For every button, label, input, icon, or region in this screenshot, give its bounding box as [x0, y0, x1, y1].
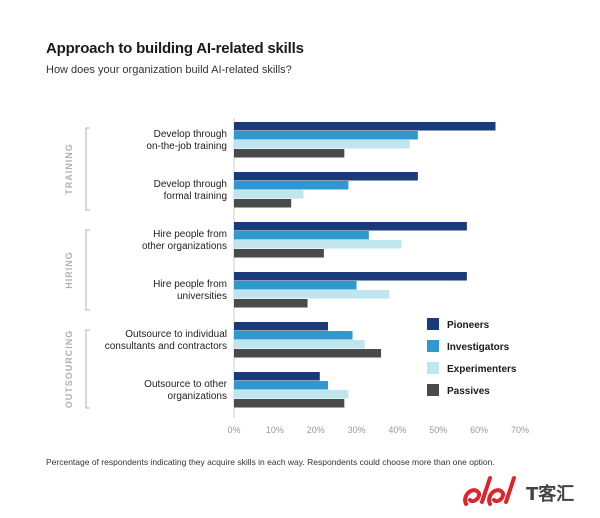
bar-investigators-2	[234, 231, 369, 240]
category-label-3: Hire people from universities	[153, 279, 227, 302]
bar-investigators-3	[234, 281, 357, 290]
bar-investigators-5	[234, 381, 328, 390]
x-tick-label-10: 10%	[266, 425, 284, 435]
bar-investigators-0	[234, 131, 418, 140]
bar-pioneers-1	[234, 172, 418, 181]
x-tick-label-30: 30%	[348, 425, 366, 435]
bar-experimenters-5	[234, 390, 349, 399]
category-label-4: Outsource to individual consultants and c…	[105, 329, 227, 352]
group-bracket-hiring	[85, 229, 90, 311]
bar-experimenters-3	[234, 290, 390, 299]
legend-swatch-experimenters	[427, 362, 439, 374]
bar-experimenters-1	[234, 190, 304, 199]
group-label-outsourcing: OUTSOURCING	[64, 330, 74, 409]
bar-passives-3	[234, 299, 308, 308]
bar-passives-0	[234, 149, 345, 158]
x-tick-label-40: 40%	[388, 425, 406, 435]
bar-passives-4	[234, 349, 382, 358]
legend-label-experimenters: Experimenters	[447, 364, 517, 375]
legend-swatch-investigators	[427, 340, 439, 352]
bar-pioneers-2	[234, 222, 467, 231]
category-label-5: Outsource to other organizations	[144, 379, 227, 402]
legend-label-investigators: Investigators	[447, 342, 510, 353]
bar-passives-2	[234, 249, 324, 258]
bar-investigators-1	[234, 181, 349, 190]
category-label-2: Hire people from other organizations	[142, 229, 227, 252]
group-label-hiring: HIRING	[64, 251, 74, 289]
chart-footnote: Percentage of respondents indicating the…	[46, 457, 495, 467]
bar-pioneers-0	[234, 122, 496, 131]
group-label-training: TRAINING	[64, 143, 74, 195]
category-label-0: Develop through on-the-job training	[146, 129, 227, 152]
group-bracket-outsourcing	[85, 329, 90, 409]
bar-passives-1	[234, 199, 292, 208]
bar-pioneers-4	[234, 322, 328, 331]
bar-experimenters-2	[234, 240, 402, 249]
chart-title: Approach to building AI-related skills	[46, 40, 304, 57]
logo-text: T客汇	[526, 483, 574, 505]
bar-pioneers-5	[234, 372, 320, 381]
legend-swatch-pioneers	[427, 318, 439, 330]
bar-experimenters-0	[234, 140, 410, 149]
legend-label-pioneers: Pioneers	[447, 320, 490, 331]
category-label-1: Develop through formal training	[154, 179, 227, 202]
bar-passives-5	[234, 399, 345, 408]
legend-label-passives: Passives	[447, 386, 490, 397]
x-tick-label-0: 0%	[227, 425, 240, 435]
bar-experimenters-4	[234, 340, 365, 349]
bar-pioneers-3	[234, 272, 467, 281]
chart-subtitle: How does your organization build AI-rela…	[46, 64, 292, 76]
group-bracket-training	[85, 127, 90, 211]
x-tick-label-60: 60%	[470, 425, 488, 435]
brand-logo: T客汇	[463, 476, 574, 506]
bar-investigators-4	[234, 331, 353, 340]
x-tick-label-50: 50%	[429, 425, 447, 435]
x-tick-label-20: 20%	[307, 425, 325, 435]
legend-swatch-passives	[427, 384, 439, 396]
x-tick-label-70: 70%	[511, 425, 529, 435]
